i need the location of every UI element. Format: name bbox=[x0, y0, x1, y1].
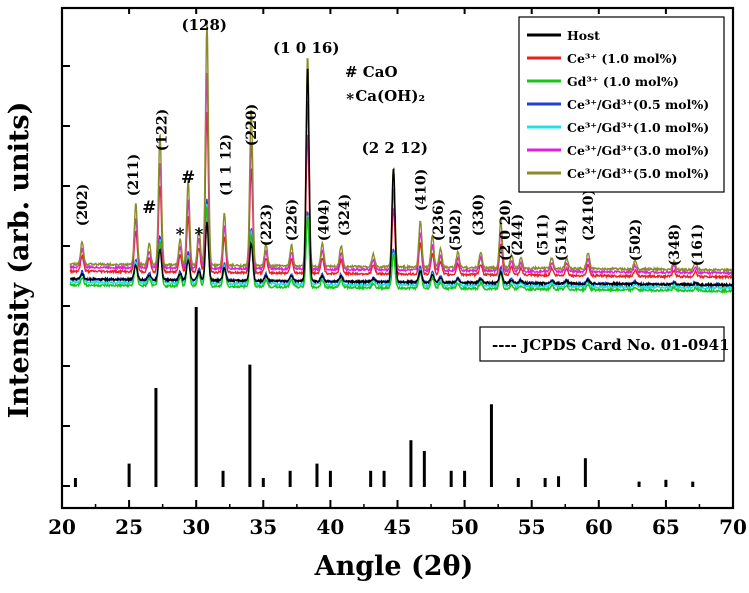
legend-label: Ce³⁺ (1.0 mol%) bbox=[567, 51, 677, 66]
peak-label: (502) bbox=[628, 219, 644, 261]
legend-label: Gd³⁺ (1.0 mol%) bbox=[567, 74, 679, 89]
impurity-marker: # bbox=[142, 198, 156, 218]
impurity-marker: * bbox=[194, 225, 203, 245]
peak-annotations: (202) (211) (122) (128) (1 1 12) (220) (223) (2… bbox=[75, 16, 706, 266]
x-tick-label: 50 bbox=[451, 515, 479, 539]
x-axis-label: Angle (2θ) bbox=[314, 551, 474, 582]
legend-label: Ce³⁺/Gd³⁺(5.0 mol%) bbox=[567, 166, 709, 181]
legend-label: Ce³⁺/Gd³⁺(0.5 mol%) bbox=[567, 97, 709, 112]
peak-label: (324) bbox=[337, 194, 353, 236]
peak-label: (2410) bbox=[581, 189, 597, 241]
x-tick-label: 65 bbox=[652, 515, 680, 539]
reference-pattern: ---- JCPDS Card No. 01-0941 bbox=[73, 307, 730, 487]
main-traces bbox=[69, 23, 734, 295]
x-tick-label: 45 bbox=[384, 515, 412, 539]
peak-label: (226) bbox=[284, 199, 300, 241]
peak-label: (404) bbox=[317, 199, 333, 241]
x-tick-label: 60 bbox=[585, 515, 613, 539]
legend: Host Ce³⁺ (1.0 mol%) Gd³⁺ (1.0 mol%) Ce³⁺/G… bbox=[518, 16, 725, 193]
peak-label: (244) bbox=[510, 214, 526, 256]
x-tick-label: 55 bbox=[518, 515, 546, 539]
trace-1 bbox=[69, 112, 734, 281]
peak-label: (211) bbox=[126, 154, 142, 196]
reference-legend-box bbox=[479, 326, 725, 362]
legend-label: Ce³⁺/Gd³⁺(1.0 mol%) bbox=[567, 120, 709, 135]
peak-label: (348) bbox=[667, 224, 683, 266]
trace-2 bbox=[69, 206, 734, 295]
peak-label: (236) bbox=[431, 199, 447, 241]
impurity-marker: * bbox=[176, 225, 185, 245]
x-tick-label: 40 bbox=[316, 515, 344, 539]
trace-5 bbox=[69, 72, 734, 276]
peak-label: (202) bbox=[75, 184, 91, 226]
peak-label: (511) bbox=[535, 214, 551, 256]
peak-label: (122) bbox=[154, 109, 170, 151]
peak-label: (220) bbox=[244, 104, 260, 146]
x-tick-label: 20 bbox=[48, 515, 76, 539]
x-tick-label: 35 bbox=[249, 515, 277, 539]
axes: 20 25 30 35 40 45 50 55 60 65 70 bbox=[48, 6, 747, 539]
impurity-legend-label: # CaO bbox=[345, 63, 398, 81]
peak-label: (2 0 20) bbox=[498, 199, 514, 261]
legend-label: Ce³⁺/Gd³⁺(3.0 mol%) bbox=[567, 143, 709, 158]
peak-label: (502) bbox=[448, 209, 464, 251]
trace-0 bbox=[69, 68, 734, 289]
peak-label: (514) bbox=[554, 219, 570, 261]
impurity-marker: # bbox=[181, 168, 195, 188]
peak-label: (1 0 16) bbox=[273, 39, 339, 57]
legend-label: Host bbox=[567, 28, 600, 43]
y-axis-label: Intensity (arb. units) bbox=[4, 102, 35, 419]
peak-label: (161) bbox=[690, 224, 706, 266]
reference-legend-label: ---- JCPDS Card No. 01-0941 bbox=[492, 336, 730, 354]
x-tick-label: 25 bbox=[115, 515, 143, 539]
x-tick-label: 70 bbox=[719, 515, 747, 539]
peak-label: (1 1 12) bbox=[219, 134, 235, 196]
peak-label: (128) bbox=[181, 16, 227, 34]
peak-label: (223) bbox=[259, 204, 275, 246]
trace-6 bbox=[69, 23, 734, 273]
impurity-legend-label: ∗Ca(OH)₂ bbox=[345, 87, 425, 105]
peak-label: (410) bbox=[413, 169, 429, 211]
peak-label: (330) bbox=[471, 194, 487, 236]
peak-label: (2 2 12) bbox=[362, 139, 428, 157]
x-tick-label: 30 bbox=[182, 515, 210, 539]
